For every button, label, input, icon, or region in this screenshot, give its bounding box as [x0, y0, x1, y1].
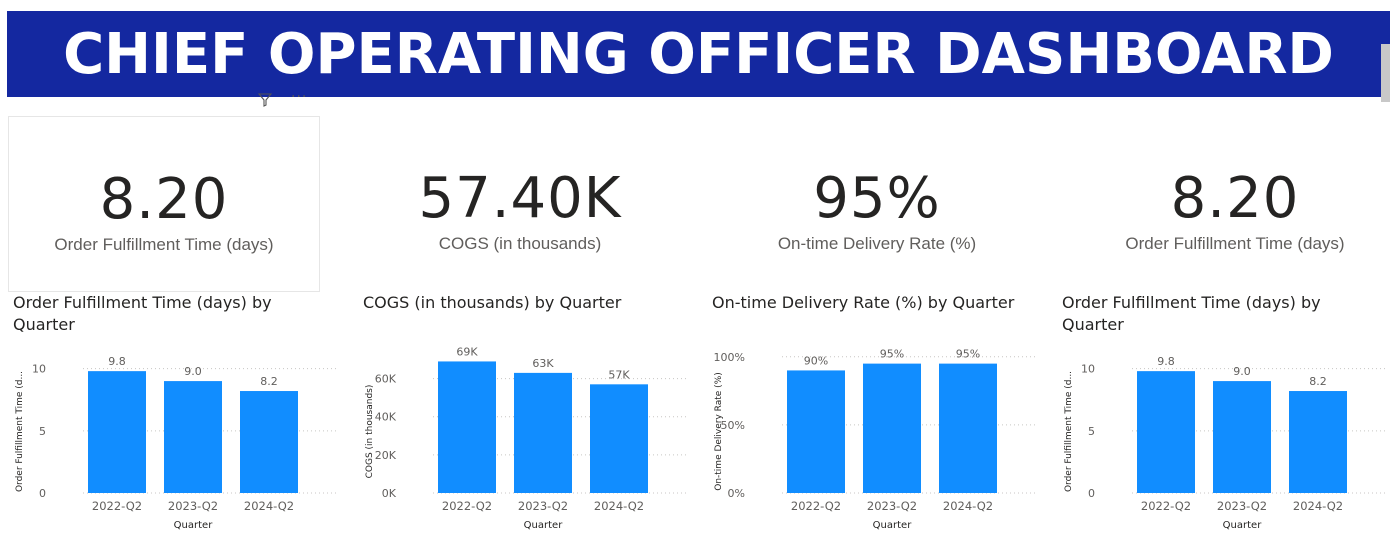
bar-2023-Q2	[164, 381, 222, 493]
chart-title: COGS (in thousands) by Quarter	[363, 293, 622, 312]
y-tick-label: 20K	[375, 449, 397, 462]
y-tick-label: 60K	[375, 373, 397, 386]
y-tick-label: 0%	[728, 487, 745, 500]
data-label: 9.8	[1157, 355, 1175, 368]
x-tick-label: 2022-Q2	[442, 499, 492, 513]
y-axis-label: COGS (in thousands)	[365, 385, 375, 479]
chart-plot: 0 5 10 Order Fulfillment Time (d... 9.8 2022-…	[15, 355, 338, 531]
y-tick-label: 0	[39, 487, 46, 500]
kpi-value: 8.20	[1170, 166, 1300, 231]
y-axis-label: Order Fulfillment Time (d...	[15, 371, 25, 492]
y-tick-label: 40K	[375, 411, 397, 424]
bar-2024-Q2	[1289, 391, 1347, 493]
x-tick-label: 2023-Q2	[518, 499, 568, 513]
data-label: 95%	[956, 348, 980, 361]
y-tick-label: 10	[1081, 363, 1095, 376]
y-tick-label: 5	[1088, 425, 1095, 438]
data-label: 9.0	[1233, 365, 1251, 378]
chart-title: Order Fulfillment Time (days) by Quarter	[13, 293, 272, 334]
kpi-card-fulfillment-2[interactable]: 8.20 Order Fulfillment Time (days)	[1080, 116, 1390, 290]
kpi-value: 95%	[813, 166, 941, 231]
data-label: 63K	[532, 357, 554, 370]
x-tick-label: 2024-Q2	[244, 499, 294, 513]
bar-2023-Q2	[863, 363, 921, 493]
bar-2024-Q2	[240, 391, 298, 493]
dashboard-title: CHIEF OPERATING OFFICER DASHBOARD	[63, 22, 1334, 87]
chart-title: Order Fulfillment Time (days) by Quarter	[1062, 293, 1321, 334]
x-tick-label: 2022-Q2	[791, 499, 841, 513]
y-tick-label: 100%	[714, 351, 745, 364]
y-tick-label: 0K	[382, 487, 397, 500]
y-axis-label: Order Fulfillment Time (d...	[1064, 371, 1074, 492]
dashboard-banner: CHIEF OPERATING OFFICER DASHBOARD	[7, 11, 1390, 102]
data-label: 8.2	[260, 375, 278, 388]
data-label: 8.2	[1309, 375, 1327, 388]
bar-2022-Q2	[1137, 371, 1195, 493]
x-tick-label: 2023-Q2	[1217, 499, 1267, 513]
data-label: 69K	[456, 345, 478, 358]
bar-2022-Q2	[88, 371, 146, 493]
filter-icon[interactable]	[258, 93, 272, 107]
chart-delivery[interactable]: On-time Delivery Rate (%) by Quarter 0% 5…	[707, 290, 1047, 540]
x-axis-label: Quarter	[1223, 520, 1263, 531]
chart-title: On-time Delivery Rate (%) by Quarter	[712, 293, 1015, 312]
x-axis-label: Quarter	[174, 520, 214, 531]
y-tick-label: 0	[1088, 487, 1095, 500]
kpi-card-cogs[interactable]: 57.40K COGS (in thousands)	[365, 116, 675, 290]
bar-2022-Q2	[438, 361, 496, 493]
more-options-icon[interactable]: ···	[291, 89, 308, 105]
bar-2024-Q2	[590, 384, 648, 493]
y-tick-label: 10	[32, 363, 46, 376]
y-tick-label: 5	[39, 425, 46, 438]
bar-2023-Q2	[1213, 381, 1271, 493]
x-tick-label: 2024-Q2	[1293, 499, 1343, 513]
kpi-value: 57.40K	[418, 166, 622, 231]
data-label: 90%	[804, 354, 828, 367]
kpi-label: On-time Delivery Rate (%)	[777, 234, 977, 253]
x-tick-label: 2022-Q2	[1141, 499, 1191, 513]
data-label: 9.8	[108, 355, 126, 368]
kpi-label: COGS (in thousands)	[438, 234, 602, 253]
data-label: 9.0	[184, 365, 202, 378]
y-tick-label: 50%	[721, 419, 745, 432]
kpi-label: Order Fulfillment Time (days)	[54, 235, 274, 254]
x-axis-label: Quarter	[524, 520, 564, 531]
chart-plot: 0% 50% 100% On-time Delivery Rate (%) 90% 202…	[714, 348, 1037, 531]
chart-fulfillment-2[interactable]: Order Fulfillment Time (days) by Quarter…	[1057, 290, 1395, 540]
bar-2023-Q2	[514, 372, 572, 493]
x-tick-label: 2024-Q2	[594, 499, 644, 513]
kpi-card-fulfillment[interactable]: 8.20 Order Fulfillment Time (days)	[8, 116, 320, 292]
banner-scrollbar[interactable]	[1381, 44, 1390, 102]
data-label: 95%	[880, 348, 904, 361]
bar-2024-Q2	[939, 363, 997, 493]
chart-fulfillment[interactable]: Order Fulfillment Time (days) by Quarter…	[8, 290, 348, 540]
x-axis-label: Quarter	[873, 520, 913, 531]
data-label: 57K	[608, 368, 630, 381]
x-tick-label: 2022-Q2	[92, 499, 142, 513]
kpi-card-delivery[interactable]: 95% On-time Delivery Rate (%)	[722, 116, 1032, 290]
kpi-label: Order Fulfillment Time (days)	[1125, 234, 1345, 253]
chart-plot: 0 5 10 Order Fulfillment Time (d... 9.8 2022-…	[1064, 355, 1387, 531]
x-tick-label: 2023-Q2	[168, 499, 218, 513]
bar-2022-Q2	[787, 370, 845, 493]
x-tick-label: 2023-Q2	[867, 499, 917, 513]
chart-cogs[interactable]: COGS (in thousands) by Quarter 0K 20K 40K 6…	[358, 290, 698, 540]
x-tick-label: 2024-Q2	[943, 499, 993, 513]
kpi-value: 8.20	[99, 167, 229, 232]
y-axis-label: On-time Delivery Rate (%)	[714, 372, 724, 491]
